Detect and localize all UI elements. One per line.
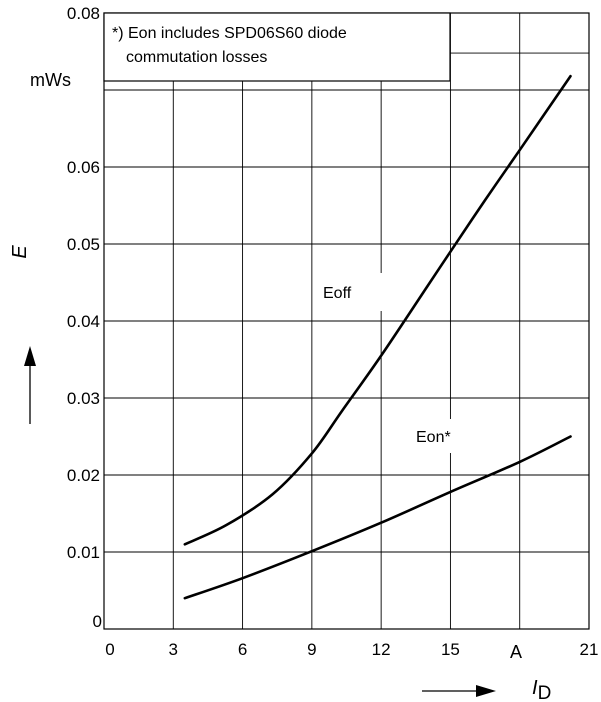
x-axis-title-subscript: D bbox=[538, 683, 552, 702]
series-label-eon: Eon* bbox=[416, 429, 451, 446]
series-line-eon bbox=[183, 435, 572, 600]
x-tick-label: 21 bbox=[580, 640, 599, 659]
y-axis-arrow bbox=[24, 346, 36, 424]
series-label-eon-bg bbox=[410, 419, 466, 453]
series-line-eoff bbox=[183, 74, 572, 546]
y-tick-label: 0.01 bbox=[67, 543, 100, 562]
x-axis-arrow bbox=[422, 685, 496, 697]
annotation-line-2: commutation losses bbox=[126, 49, 267, 66]
y-tick-label: 0.04 bbox=[67, 312, 100, 331]
x-tick-label: 15 bbox=[441, 640, 460, 659]
y-tick-label: 0.05 bbox=[67, 235, 100, 254]
y-tick-label: 0.03 bbox=[67, 389, 100, 408]
x-axis-title: ID bbox=[532, 677, 551, 702]
x-tick-label: 0 bbox=[105, 640, 114, 659]
y-axis-title: E bbox=[9, 245, 31, 259]
annotation-box: *) Eon includes SPD06S60 diode commutati… bbox=[103, 12, 451, 82]
y-tick-labels: 0 0.01 0.02 0.03 0.04 0.05 0.06 0.08 bbox=[67, 4, 102, 631]
x-axis-title-main: I bbox=[532, 677, 538, 699]
y-unit-label: mWs bbox=[30, 70, 71, 90]
x-tick-label: 3 bbox=[169, 640, 178, 659]
series-label-eoff: Eoff bbox=[323, 285, 352, 302]
y-tick-label: 0 bbox=[93, 612, 102, 631]
x-tick-label: 12 bbox=[372, 640, 391, 659]
y-tick-label: 0.06 bbox=[67, 158, 100, 177]
y-tick-label: 0.02 bbox=[67, 466, 100, 485]
series-group bbox=[183, 74, 572, 600]
annotation-line-1: *) Eon includes SPD06S60 diode bbox=[112, 25, 347, 42]
y-tick-label: 0.08 bbox=[67, 4, 100, 23]
x-unit-label: A bbox=[510, 642, 522, 662]
x-tick-label: 9 bbox=[307, 640, 316, 659]
x-tick-label: 6 bbox=[238, 640, 247, 659]
x-tick-labels: 0 3 6 9 12 15 21 bbox=[105, 640, 598, 659]
series-label-eoff-bg bbox=[318, 273, 382, 311]
